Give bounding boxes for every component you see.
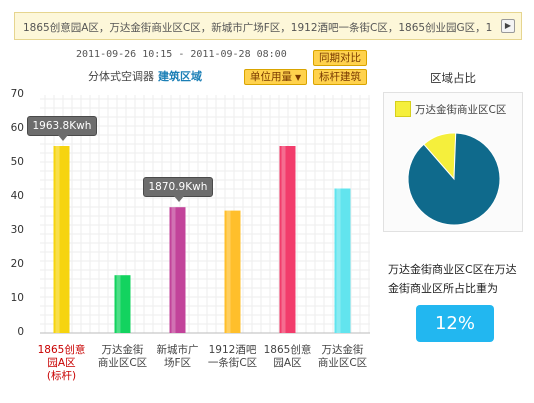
bar-2[interactable] <box>169 207 186 333</box>
y-tick-label: 40 <box>10 190 24 202</box>
x-tick-label: 新城市广 场F区 <box>156 344 199 369</box>
compare-button[interactable]: 同期对比 <box>313 50 367 66</box>
bar-highlight-5 <box>336 188 341 333</box>
y-tick-label: 30 <box>10 224 24 236</box>
bar-highlight-1 <box>116 275 121 333</box>
x-tick-label: 1865创意 园A区 <box>263 344 312 369</box>
scroll-right-icon[interactable]: ▶ <box>501 19 515 33</box>
bar-highlight-4 <box>281 146 286 333</box>
bar-highlight-2 <box>171 207 176 333</box>
y-tick-label: 50 <box>10 156 24 168</box>
device-type: 分体式空调器 <box>88 70 154 83</box>
bar-highlight-0 <box>55 146 60 333</box>
x-tick-label: 万达金街 商业区C区 <box>317 344 368 369</box>
bar-highlight-3 <box>226 210 231 333</box>
benchmark-button[interactable]: 标杆建筑 <box>313 69 367 85</box>
bar-0[interactable] <box>53 146 70 333</box>
bar-1[interactable] <box>114 275 131 333</box>
chart-subtitle: 分体式空调器 建筑区域 <box>88 68 202 84</box>
data-tooltip: 1870.9Kwh <box>142 177 214 203</box>
building-list-text: 1865创意园A区，万达金街商业区C区，新城市广场F区，1912酒吧一条街C区，… <box>23 22 493 34</box>
chevron-down-icon: ▼ <box>295 73 302 82</box>
y-tick-label: 60 <box>10 122 24 134</box>
share-summary: 万达金街商业区C区在万达金街商业区所占比重为 <box>388 263 517 295</box>
pie-chart <box>407 132 501 226</box>
legend-label: 万达金街商业区C区 <box>415 104 507 116</box>
y-tick-label: 0 <box>17 326 24 338</box>
share-title: 区域占比 <box>430 71 476 85</box>
y-tick-label: 20 <box>10 258 24 270</box>
data-tooltip: 1963.8Kwh <box>26 116 98 141</box>
share-percent: 12% <box>416 305 494 342</box>
y-tick-label: 70 <box>10 88 24 100</box>
unit-dropdown[interactable]: 单位用量 ▼ <box>244 69 308 85</box>
legend-swatch <box>395 101 411 117</box>
pie-slice-1[interactable] <box>407 132 501 226</box>
bar-3[interactable] <box>224 210 241 333</box>
unit-dropdown-label: 单位用量 <box>250 71 292 83</box>
y-tick-label: 10 <box>10 292 24 304</box>
pie-panel: 万达金街商业区C区 <box>383 92 523 232</box>
x-tick-label: 1912酒吧 一条街C区 <box>207 344 258 369</box>
building-list-bar: 1865创意园A区，万达金街商业区C区，新城市广场F区，1912酒吧一条街C区，… <box>14 12 522 40</box>
region-link[interactable]: 建筑区域 <box>158 70 202 83</box>
bar-4[interactable] <box>279 146 296 333</box>
x-tick-label: 万达金街 商业区C区 <box>97 344 148 369</box>
bar-5[interactable] <box>334 188 351 334</box>
x-tick-label: 1865创意 园A区 (标杆) <box>37 344 86 382</box>
date-range: 2011-09-26 10:15 - 2011-09-28 08:00 <box>76 49 287 60</box>
